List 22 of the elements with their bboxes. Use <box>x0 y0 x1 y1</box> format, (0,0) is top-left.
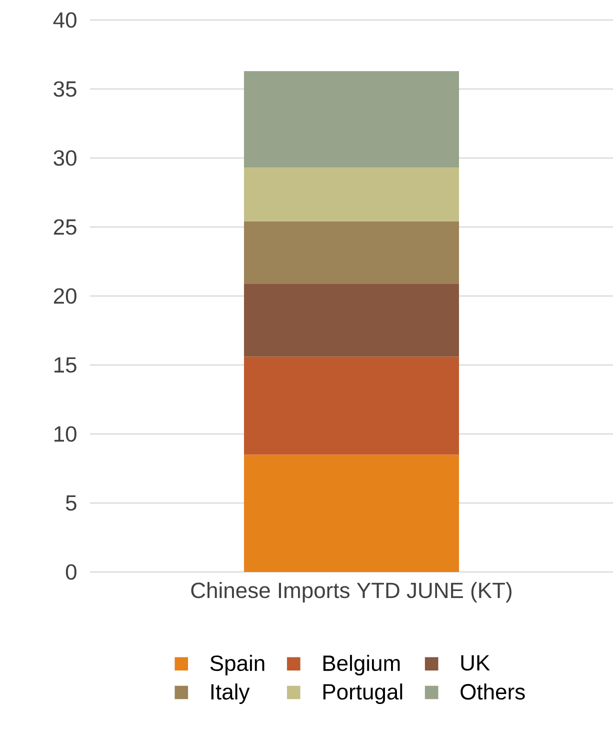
y-tick-label: 15 <box>54 357 76 373</box>
y-tick-label: 40 <box>53 12 76 28</box>
bar <box>244 454 459 572</box>
bar <box>244 221 459 284</box>
bar <box>244 284 459 357</box>
y-tick-label: 0 <box>66 564 76 580</box>
y-tick-label: 30 <box>54 150 76 166</box>
y-tick-label: 5 <box>66 495 76 511</box>
legend-label: Spain <box>210 654 264 676</box>
y-tick-label: 25 <box>54 219 76 235</box>
y-tick-label: 35 <box>54 81 76 97</box>
bar <box>244 71 459 168</box>
legend-label: UK <box>461 655 490 671</box>
legend-label: Others <box>460 683 525 700</box>
legend-label: Portugal <box>323 683 402 704</box>
x-tick-label: Chinese Imports YTD JUNE (KT) <box>191 582 512 603</box>
y-tick-label: 10 <box>54 426 76 442</box>
legend-label: Italy <box>211 683 250 704</box>
legend-label: Belgium <box>323 654 400 676</box>
y-tick-label: 20 <box>54 288 76 304</box>
bar <box>244 168 459 222</box>
bar <box>244 356 459 455</box>
